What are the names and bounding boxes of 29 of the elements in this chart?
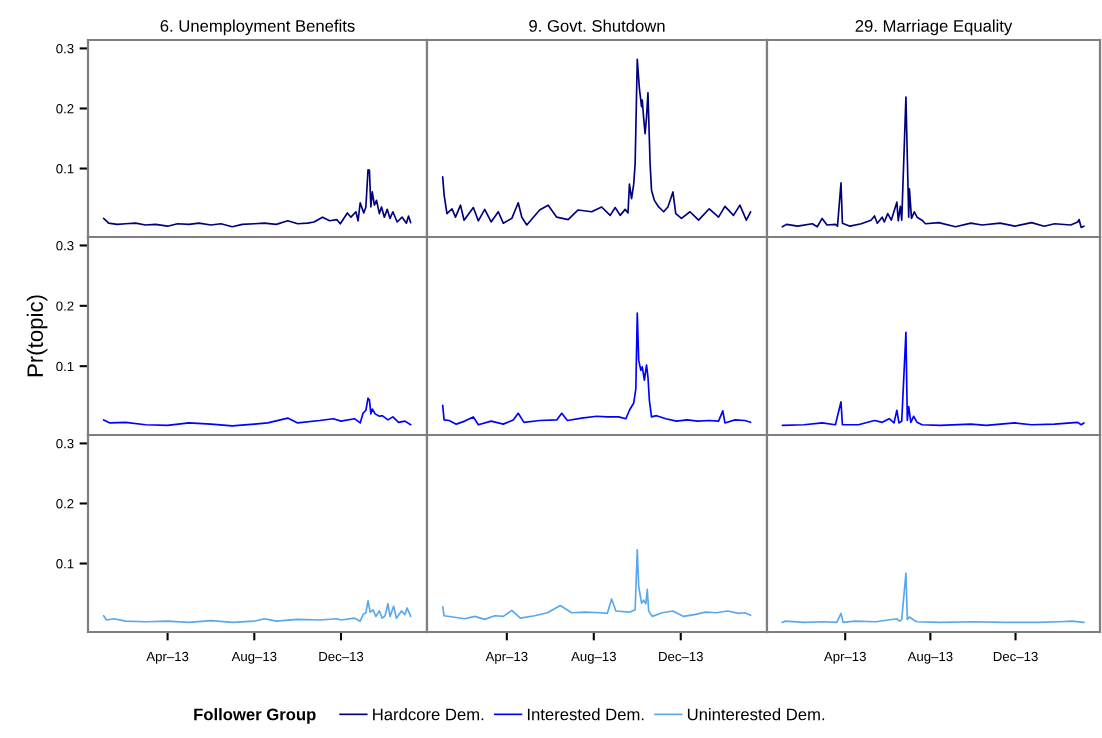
chart-title: 29. Marriage Equality — [855, 19, 1013, 36]
x-tick-label: Dec–13 — [659, 651, 703, 662]
y-tick-label: 0.2 — [56, 499, 74, 509]
line-series — [102, 599, 412, 624]
y-tick-label: 0.3 — [56, 43, 74, 54]
y-tick-label: 0.3 — [56, 438, 74, 449]
y-axis-title: Pr(topic) — [26, 295, 48, 377]
x-tick-label: Apr–13 — [823, 651, 866, 664]
y-tick-label: 0.2 — [56, 301, 74, 311]
x-tick-label: Dec–13 — [993, 651, 1038, 662]
y-tick-label: 0.1 — [56, 164, 74, 174]
chart-title: 6. Unemployment Benefits — [160, 19, 355, 36]
chart-title: 9. Govt. Shutdown — [529, 19, 665, 32]
legend-label: Uninterested Dem. — [687, 708, 825, 721]
x-tick-label: Aug–13 — [571, 651, 616, 664]
legend-label: Interested Dem. — [527, 708, 644, 721]
legend-label: Hardcore Dem. — [373, 708, 484, 721]
y-tick-label: 0.3 — [56, 241, 74, 251]
y-tick-label: 0.1 — [56, 559, 74, 569]
x-tick-label: Aug–13 — [231, 651, 277, 664]
line-series — [102, 168, 412, 228]
x-tick-label: Dec–13 — [319, 651, 364, 662]
y-tick-label: 0.1 — [56, 361, 74, 372]
y-tick-label: 0.2 — [56, 104, 74, 114]
x-tick-label: Apr–13 — [485, 651, 528, 664]
x-tick-label: Aug–13 — [907, 651, 953, 664]
legend-title: Follower Group — [194, 708, 316, 724]
line-series — [102, 397, 412, 427]
x-tick-label: Apr–13 — [146, 651, 189, 664]
